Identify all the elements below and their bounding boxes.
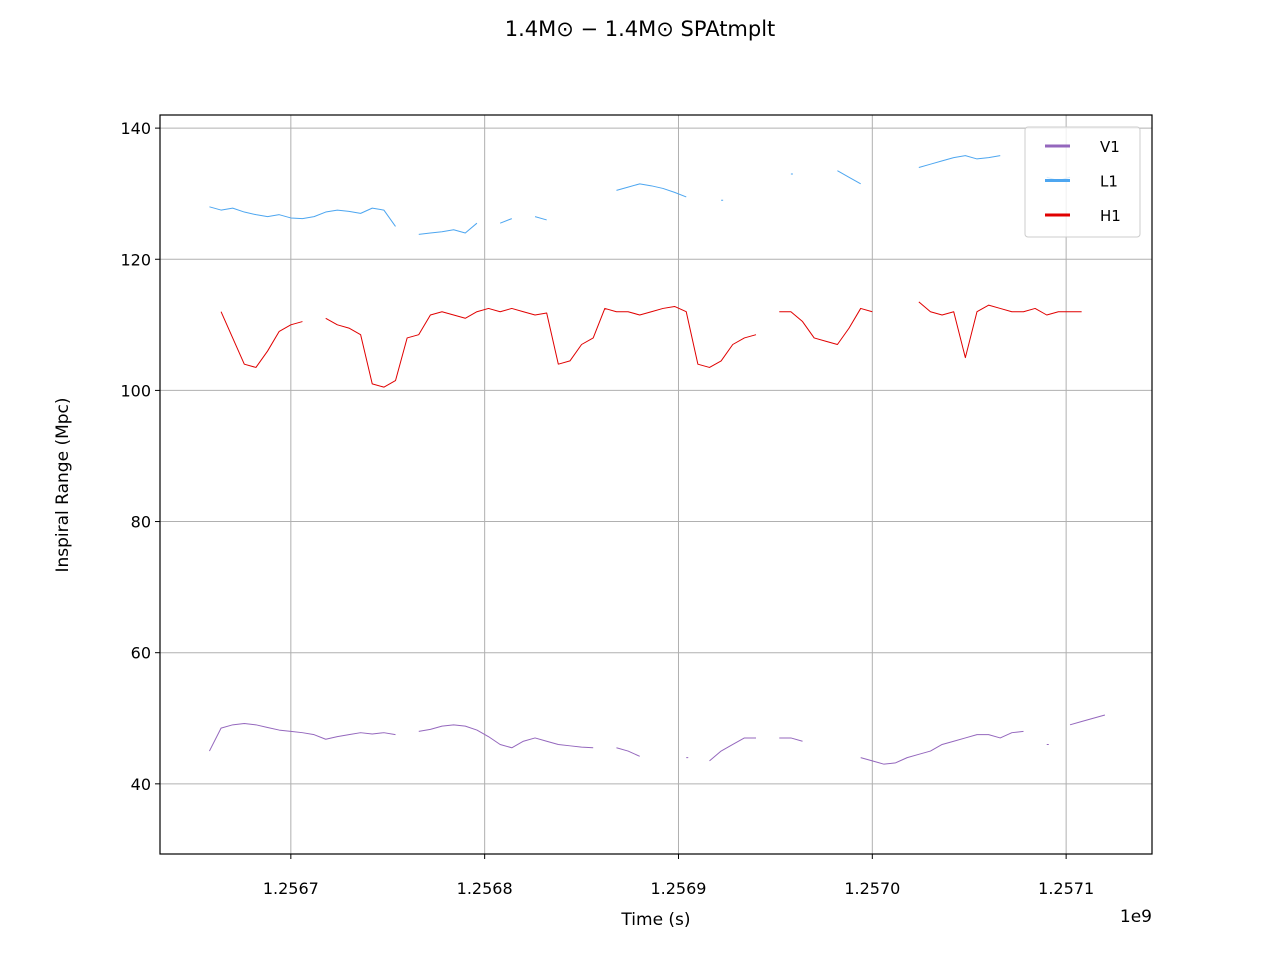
legend-label: H1 (1100, 207, 1121, 225)
x-tick-label: 1.2571 (1038, 879, 1094, 898)
y-axis-label: Inspiral Range (Mpc) (53, 397, 73, 572)
legend: V1 L1 H1 (1024, 126, 1141, 238)
y-tick-label: 60 (131, 644, 151, 663)
x-tick-label: 1.2569 (650, 879, 706, 898)
x-tick-label: 1.2568 (457, 879, 513, 898)
series-line (220, 301, 1082, 388)
series-line (208, 714, 1106, 765)
x-tick-label: 1.2567 (263, 879, 319, 898)
y-tick-label: 40 (131, 775, 151, 794)
y-tick-label: 140 (120, 119, 151, 138)
grid (160, 115, 1152, 854)
plot-frame (159, 114, 1153, 855)
x-tick-label: 1.2570 (844, 879, 900, 898)
x-axis-label: Time (s) (620, 910, 690, 930)
legend-label: V1 (1100, 138, 1120, 156)
series-line (209, 155, 1071, 235)
y-tick-label: 100 (120, 381, 151, 400)
y-tick-label: 120 (120, 250, 151, 269)
chart-title: 1.4M⊙ − 1.4M⊙ SPAtmplt (505, 17, 776, 41)
legend-label: L1 (1100, 173, 1118, 191)
plot-lines (208, 155, 1106, 765)
x-offset-label: 1e9 (1120, 907, 1152, 927)
legend-box (1024, 126, 1141, 238)
y-tick-label: 80 (131, 513, 151, 532)
